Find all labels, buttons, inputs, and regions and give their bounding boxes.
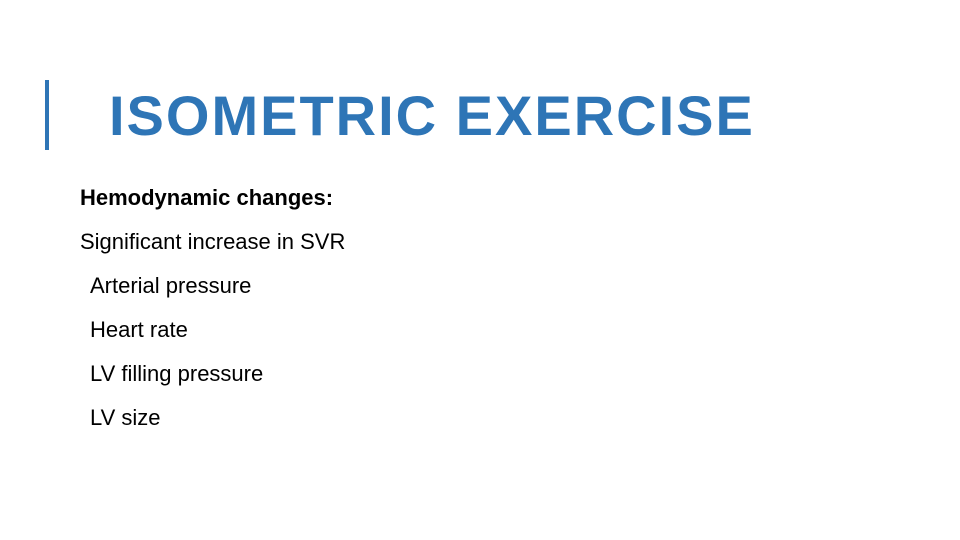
body-line: Heart rate [80, 317, 345, 343]
body-line: LV size [80, 405, 345, 431]
slide: ISOMETRIC EXERCISE Hemodynamic changes: … [0, 0, 960, 540]
body-subheading: Hemodynamic changes: [80, 185, 345, 211]
title-row: ISOMETRIC EXERCISE [45, 80, 755, 150]
body-line: Significant increase in SVR [80, 229, 345, 255]
accent-bar [45, 80, 49, 150]
slide-title: ISOMETRIC EXERCISE [109, 83, 755, 148]
slide-body: Hemodynamic changes: Significant increas… [80, 185, 345, 449]
body-line: Arterial pressure [80, 273, 345, 299]
body-line: LV filling pressure [80, 361, 345, 387]
